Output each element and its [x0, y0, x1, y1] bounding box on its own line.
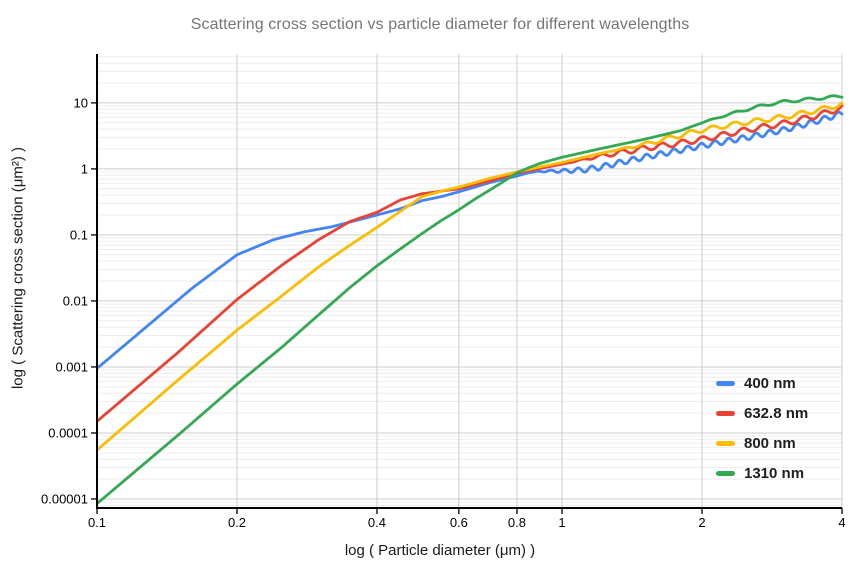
y-tick-label: 10 — [74, 95, 88, 110]
x-tick-label: 2 — [698, 515, 705, 530]
y-tick-label: 1 — [81, 161, 88, 176]
series-line-400-nm — [96, 110, 844, 370]
x-tick-label: 4 — [838, 515, 845, 530]
chart-title: Scattering cross section vs particle dia… — [190, 16, 690, 33]
series-lines — [96, 94, 844, 505]
legend-label: 632.8 nm — [744, 404, 809, 422]
y-tick-label: 0.0001 — [48, 425, 88, 440]
series-line-632-8-nm — [96, 104, 844, 423]
legend-item-632-8-nm[interactable]: 632.8 nm — [716, 398, 808, 428]
y-tick-label: 0.001 — [55, 359, 88, 374]
legend-label: 400 nm — [744, 374, 796, 392]
x-tick-label: 0.6 — [450, 515, 468, 530]
y-tick-label: 0.01 — [63, 293, 88, 308]
y-tick-label: 0.1 — [70, 227, 88, 242]
x-tick-label: 0.4 — [368, 515, 386, 530]
legend-item-400-nm[interactable]: 400 nm — [716, 368, 808, 398]
x-tick-label: 0.1 — [88, 515, 106, 530]
legend-swatch — [716, 470, 735, 476]
y-axis-title: log ( Scattering cross section (μm²) ) — [9, 146, 27, 390]
x-tick-label: 0.8 — [508, 515, 526, 530]
y-tick-label: 0.00001 — [41, 491, 88, 506]
legend-swatch — [716, 440, 735, 446]
x-tick-label: 0.2 — [228, 515, 246, 530]
legend-label: 1310 nm — [744, 464, 805, 482]
legend-item-1310-nm[interactable]: 1310 nm — [716, 458, 808, 488]
legend-swatch — [716, 380, 735, 386]
legend-swatch — [716, 410, 735, 416]
major-gridlines — [97, 54, 843, 508]
legend: 400 nm 632.8 nm 800 nm 1310 nm — [716, 368, 808, 488]
series-line-800-nm — [96, 101, 844, 452]
legend-item-800-nm[interactable]: 800 nm — [716, 428, 808, 458]
x-tick-label: 1 — [558, 515, 565, 530]
series-line-1310-nm — [96, 94, 844, 505]
x-axis-title: log ( Particle diameter (μm) ) — [344, 542, 536, 559]
axes — [91, 54, 843, 514]
legend-label: 800 nm — [744, 434, 796, 452]
